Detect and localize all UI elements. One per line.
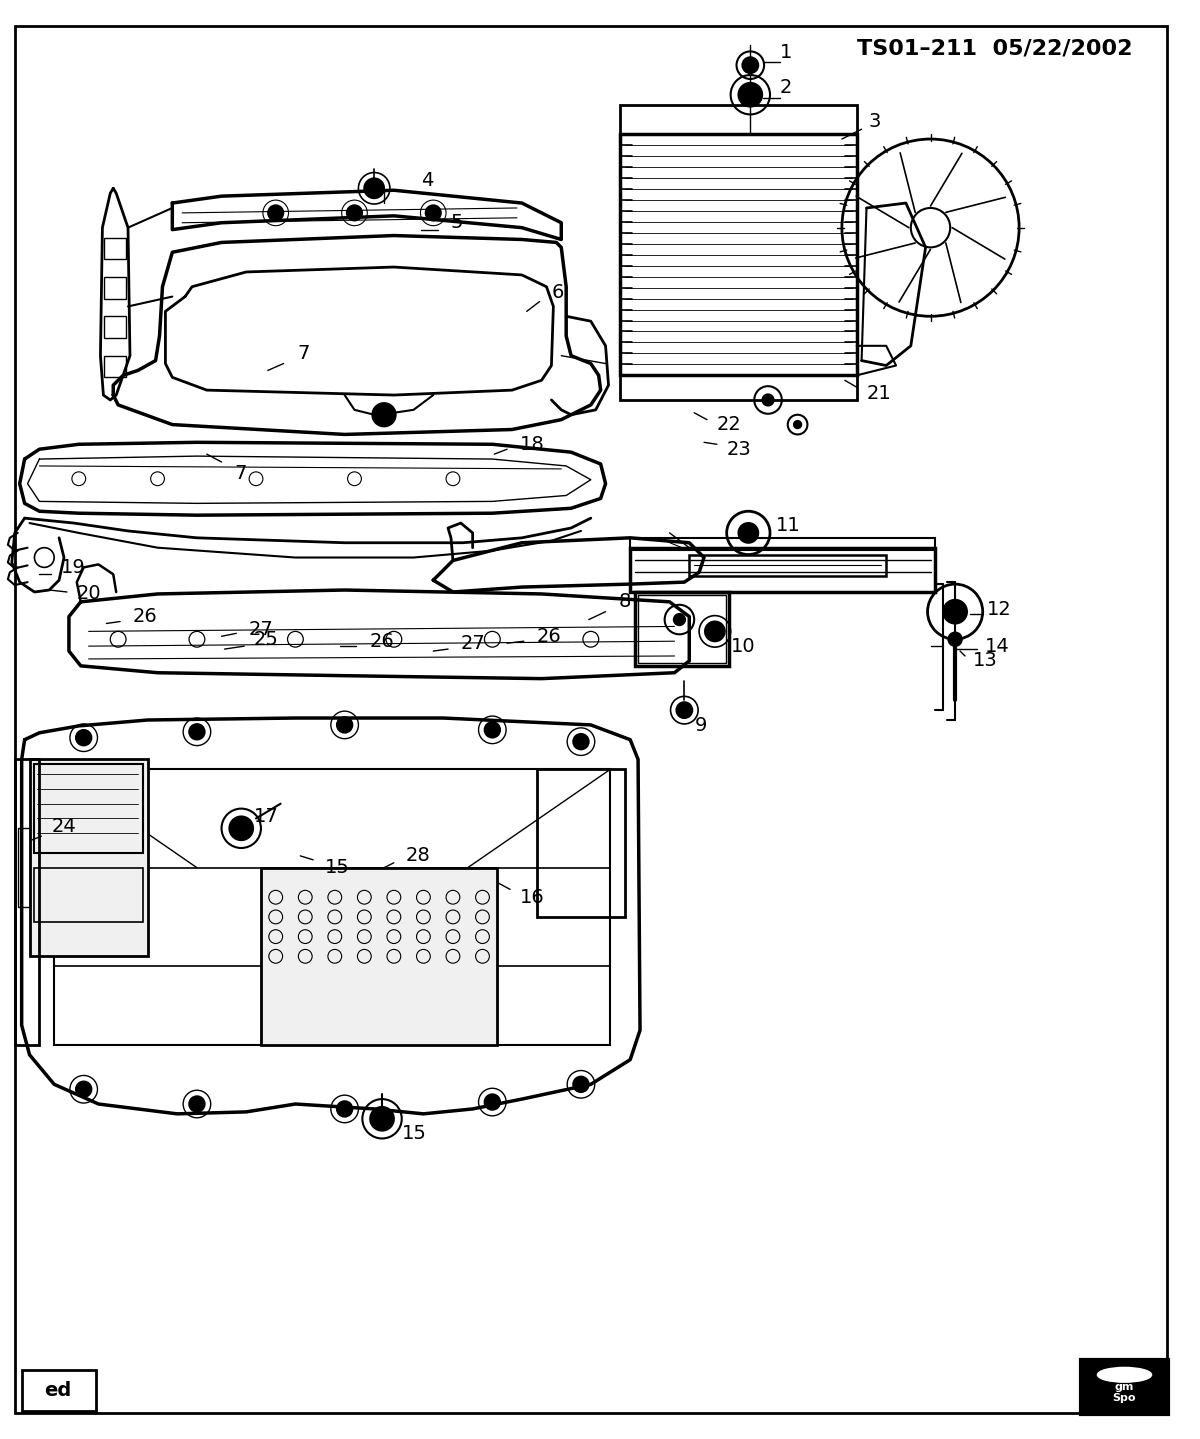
Circle shape	[268, 204, 283, 220]
Bar	[620, 376, 857, 400]
Circle shape	[190, 724, 205, 740]
Text: ed: ed	[44, 1381, 72, 1400]
Circle shape	[762, 394, 774, 406]
Circle shape	[190, 1097, 205, 1112]
Circle shape	[738, 522, 758, 543]
Text: 7: 7	[298, 344, 310, 363]
Bar	[630, 538, 936, 550]
Circle shape	[948, 632, 962, 646]
Text: 14: 14	[985, 636, 1009, 656]
Circle shape	[485, 1094, 500, 1109]
Text: 11: 11	[776, 515, 800, 534]
Text: 21: 21	[866, 384, 892, 403]
Text: 2: 2	[780, 78, 792, 98]
Text: 26: 26	[133, 607, 157, 626]
Text: 18: 18	[520, 435, 545, 453]
Circle shape	[738, 83, 762, 106]
Bar	[30, 760, 148, 957]
Text: 4: 4	[421, 171, 434, 190]
Bar	[536, 770, 625, 917]
Circle shape	[574, 734, 589, 750]
Text: 25: 25	[254, 630, 278, 649]
Text: 7: 7	[234, 465, 247, 484]
Text: 9: 9	[695, 717, 708, 735]
Bar	[638, 594, 726, 663]
Text: 22: 22	[716, 414, 742, 435]
Text: 3: 3	[869, 112, 881, 131]
Circle shape	[372, 403, 396, 426]
Text: 15: 15	[325, 858, 350, 878]
Circle shape	[365, 178, 384, 199]
Text: 10: 10	[731, 636, 755, 656]
Text: 15: 15	[402, 1124, 427, 1143]
Bar	[630, 548, 936, 591]
Bar	[104, 355, 126, 377]
Text: 6: 6	[552, 283, 564, 302]
Circle shape	[706, 622, 725, 642]
Bar	[1081, 1360, 1168, 1415]
Circle shape	[793, 420, 802, 429]
Bar	[260, 868, 497, 1045]
Text: 23: 23	[727, 440, 751, 459]
Circle shape	[743, 58, 758, 73]
Circle shape	[574, 1076, 589, 1092]
Circle shape	[371, 1107, 394, 1131]
Text: 20: 20	[77, 584, 102, 603]
Bar	[22, 1370, 96, 1412]
Circle shape	[425, 204, 442, 220]
Circle shape	[76, 1081, 91, 1097]
Circle shape	[485, 722, 500, 738]
Text: 24: 24	[52, 817, 76, 836]
Circle shape	[337, 1101, 353, 1117]
Bar	[104, 237, 126, 259]
Text: TS01–211  05/22/2002: TS01–211 05/22/2002	[857, 39, 1132, 59]
Text: 8: 8	[618, 593, 631, 612]
Text: 27: 27	[461, 633, 486, 653]
Circle shape	[229, 816, 253, 840]
Text: 5: 5	[451, 213, 463, 232]
Text: 13: 13	[973, 652, 997, 671]
Text: 17: 17	[254, 807, 278, 826]
Bar	[14, 760, 40, 1045]
Text: 26: 26	[536, 627, 562, 646]
Bar	[104, 317, 126, 338]
Bar	[35, 764, 143, 853]
Bar	[635, 591, 728, 666]
Text: 26: 26	[370, 632, 394, 650]
Text: 27: 27	[248, 620, 272, 639]
Bar	[35, 868, 143, 922]
Bar	[689, 554, 886, 576]
Bar	[104, 276, 126, 298]
Bar	[54, 770, 611, 1045]
Circle shape	[347, 204, 362, 220]
Text: 12: 12	[986, 600, 1012, 619]
Text: gm
Spo: gm Spo	[1112, 1381, 1136, 1403]
Text: 19: 19	[61, 558, 85, 577]
Bar	[18, 829, 30, 907]
Circle shape	[943, 600, 967, 623]
Bar	[620, 134, 857, 376]
Circle shape	[677, 702, 692, 718]
Circle shape	[337, 717, 353, 732]
Ellipse shape	[1098, 1367, 1152, 1383]
Bar	[620, 105, 857, 134]
Text: 28: 28	[406, 846, 431, 865]
Circle shape	[76, 730, 91, 745]
Text: 1: 1	[780, 43, 792, 62]
Text: 16: 16	[520, 888, 545, 907]
Circle shape	[673, 613, 685, 626]
